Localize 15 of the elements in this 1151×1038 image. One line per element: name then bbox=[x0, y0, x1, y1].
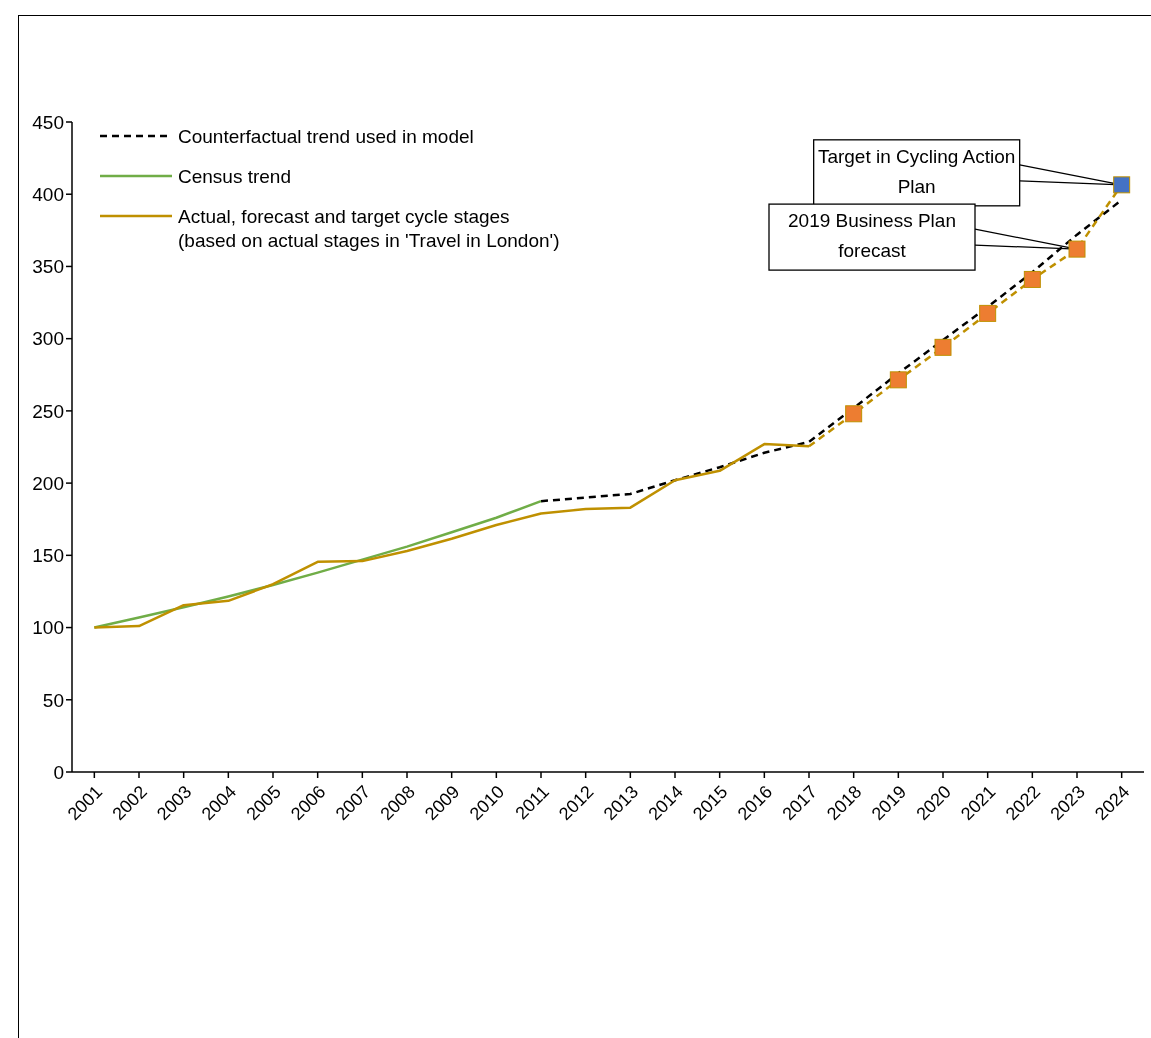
y-tick-label: 250 bbox=[32, 400, 64, 422]
y-tick-label: 450 bbox=[32, 111, 64, 133]
legend-label: Counterfactual trend used in model bbox=[178, 125, 474, 149]
legend-label: Actual, forecast and target cycle stages (based on actual stages in 'Travel in London') bbox=[178, 205, 560, 253]
y-tick-label: 200 bbox=[32, 472, 64, 494]
y-tick-label: 150 bbox=[32, 545, 64, 567]
annotation: 2019 Business Plan forecast bbox=[787, 209, 957, 264]
y-tick-label: 400 bbox=[32, 183, 64, 205]
y-tick-label: 50 bbox=[42, 689, 64, 711]
y-tick-label: 350 bbox=[32, 256, 64, 278]
y-tick-label: 0 bbox=[53, 761, 64, 783]
legend-label: Census trend bbox=[178, 165, 292, 189]
y-tick-label: 300 bbox=[32, 328, 64, 350]
annotation: Target in Cycling Action Plan bbox=[816, 144, 1017, 199]
y-tick-label: 100 bbox=[32, 617, 64, 639]
